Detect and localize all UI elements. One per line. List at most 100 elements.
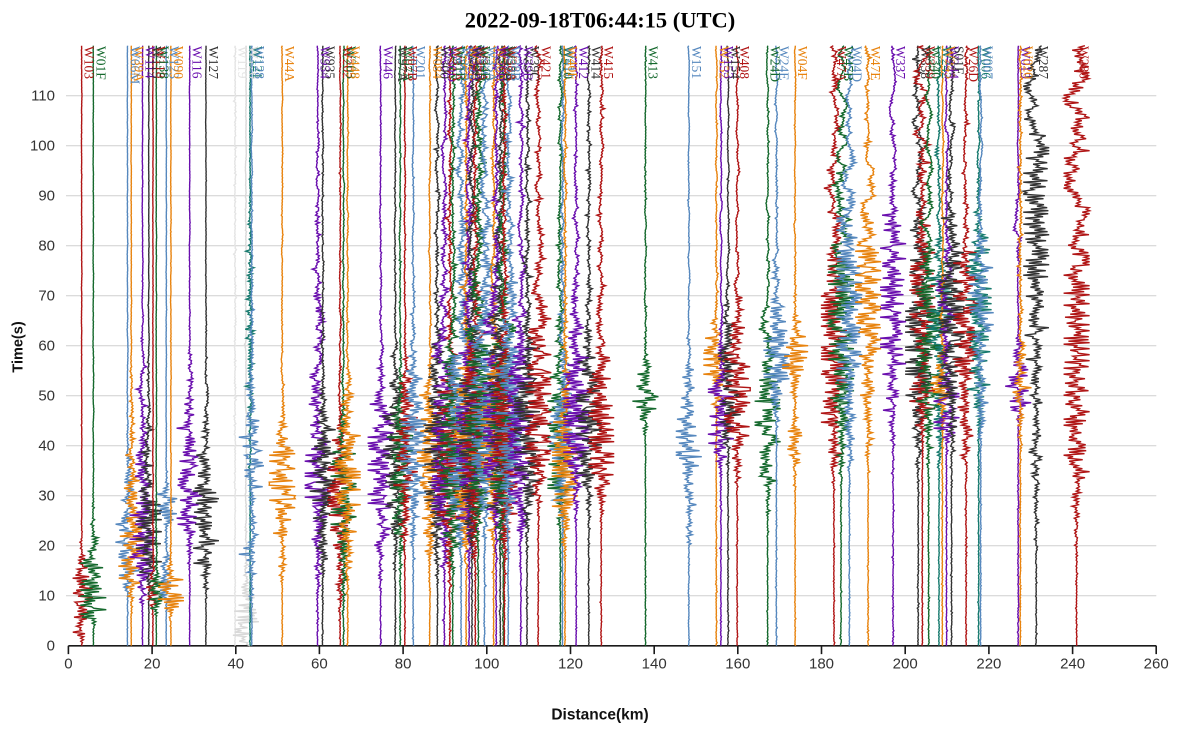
svg-text:Time(s): Time(s) bbox=[11, 321, 27, 372]
svg-text:W201: W201 bbox=[413, 46, 428, 79]
svg-text:W04D: W04D bbox=[849, 46, 864, 82]
svg-text:W115: W115 bbox=[149, 46, 164, 79]
svg-text:50: 50 bbox=[38, 388, 55, 405]
svg-text:W04F: W04F bbox=[795, 46, 810, 80]
svg-text:W412: W412 bbox=[576, 46, 591, 79]
svg-text:W121: W121 bbox=[250, 46, 265, 79]
svg-text:W243: W243 bbox=[942, 46, 957, 79]
svg-text:W138: W138 bbox=[156, 46, 171, 79]
svg-text:80: 80 bbox=[38, 238, 55, 255]
svg-text:40: 40 bbox=[38, 438, 55, 455]
svg-text:W36A: W36A bbox=[494, 46, 509, 82]
svg-text:30: 30 bbox=[38, 488, 55, 505]
svg-text:W300: W300 bbox=[437, 46, 452, 79]
svg-text:W242: W242 bbox=[939, 46, 954, 79]
svg-text:W090: W090 bbox=[171, 46, 186, 79]
svg-text:W39B: W39B bbox=[521, 46, 536, 81]
svg-text:W103: W103 bbox=[82, 46, 97, 79]
svg-text:140: 140 bbox=[642, 656, 667, 673]
svg-text:10: 10 bbox=[38, 588, 55, 605]
svg-text:W408: W408 bbox=[737, 46, 752, 79]
svg-text:W114: W114 bbox=[143, 46, 158, 79]
svg-text:0: 0 bbox=[64, 656, 72, 673]
svg-text:W24D: W24D bbox=[768, 46, 783, 82]
svg-text:W31B: W31B bbox=[453, 46, 468, 81]
svg-text:W421: W421 bbox=[538, 46, 553, 79]
svg-text:W337: W337 bbox=[893, 46, 908, 79]
svg-text:W411: W411 bbox=[562, 46, 577, 79]
svg-text:W26D: W26D bbox=[966, 46, 981, 82]
svg-text:W006: W006 bbox=[979, 46, 994, 79]
svg-text:W339: W339 bbox=[922, 46, 937, 79]
svg-text:W935: W935 bbox=[323, 46, 338, 79]
svg-text:W084: W084 bbox=[430, 46, 445, 79]
svg-text:W448: W448 bbox=[348, 46, 363, 79]
svg-text:0: 0 bbox=[47, 638, 55, 655]
svg-text:240: 240 bbox=[1060, 656, 1085, 673]
svg-text:90: 90 bbox=[38, 188, 55, 205]
svg-text:200: 200 bbox=[893, 656, 918, 673]
svg-text:260: 260 bbox=[1144, 656, 1169, 673]
svg-text:W020: W020 bbox=[1020, 46, 1035, 79]
svg-text:W154: W154 bbox=[728, 46, 743, 79]
svg-text:W35A: W35A bbox=[485, 46, 500, 82]
svg-text:110: 110 bbox=[31, 88, 55, 105]
svg-text:40: 40 bbox=[227, 656, 244, 673]
svg-text:W287: W287 bbox=[1036, 46, 1051, 79]
svg-text:W30D: W30D bbox=[444, 46, 459, 82]
svg-text:W47E: W47E bbox=[868, 46, 883, 81]
svg-text:W32B: W32B bbox=[466, 46, 481, 81]
svg-text:W38A: W38A bbox=[505, 46, 520, 82]
svg-text:Distance(km): Distance(km) bbox=[551, 707, 648, 724]
svg-text:W410: W410 bbox=[560, 46, 575, 79]
svg-text:W07B: W07B bbox=[405, 46, 420, 81]
svg-text:W415: W415 bbox=[601, 46, 616, 79]
svg-text:220: 220 bbox=[976, 656, 1001, 673]
svg-text:W118: W118 bbox=[153, 46, 168, 79]
svg-text:W47A: W47A bbox=[834, 46, 849, 82]
svg-text:100: 100 bbox=[30, 138, 55, 155]
svg-text:W019: W019 bbox=[1018, 46, 1033, 79]
svg-text:180: 180 bbox=[809, 656, 834, 673]
svg-text:100: 100 bbox=[474, 656, 499, 673]
svg-text:W47B: W47B bbox=[841, 46, 856, 81]
svg-text:W119: W119 bbox=[235, 46, 250, 79]
svg-text:W202: W202 bbox=[340, 46, 355, 79]
svg-text:W33A: W33A bbox=[469, 46, 484, 82]
svg-text:60: 60 bbox=[311, 656, 328, 673]
svg-text:W340: W340 bbox=[929, 46, 944, 79]
svg-text:W39A: W39A bbox=[131, 46, 146, 82]
svg-text:W152: W152 bbox=[716, 46, 731, 79]
svg-text:W34B: W34B bbox=[478, 46, 493, 81]
svg-text:160: 160 bbox=[725, 656, 750, 673]
svg-text:W244: W244 bbox=[947, 46, 962, 79]
svg-text:W34A: W34A bbox=[475, 46, 490, 82]
svg-text:60: 60 bbox=[38, 338, 55, 355]
svg-text:2022-09-18T06:44:15 (UTC): 2022-09-18T06:44:15 (UTC) bbox=[465, 8, 736, 33]
svg-text:W280: W280 bbox=[1077, 46, 1092, 79]
svg-text:20: 20 bbox=[38, 538, 55, 555]
svg-text:W37B: W37B bbox=[503, 46, 518, 81]
svg-text:W40F: W40F bbox=[565, 46, 580, 80]
svg-text:W31A: W31A bbox=[450, 46, 465, 82]
svg-text:W38B: W38B bbox=[508, 46, 523, 81]
svg-text:W414: W414 bbox=[589, 46, 604, 79]
svg-text:W413: W413 bbox=[645, 46, 660, 79]
svg-text:W446: W446 bbox=[381, 46, 396, 79]
svg-text:W116: W116 bbox=[190, 46, 205, 79]
svg-text:W01F: W01F bbox=[93, 46, 108, 80]
svg-text:W151: W151 bbox=[689, 46, 704, 79]
svg-text:20: 20 bbox=[144, 656, 161, 673]
svg-text:W934: W934 bbox=[318, 46, 333, 79]
svg-text:W007: W007 bbox=[981, 46, 996, 79]
svg-text:W123: W123 bbox=[166, 46, 181, 79]
svg-text:W44A: W44A bbox=[282, 46, 297, 82]
svg-text:W153: W153 bbox=[721, 46, 736, 79]
svg-text:W32A: W32A bbox=[461, 46, 476, 82]
svg-text:W203: W203 bbox=[344, 46, 359, 79]
svg-text:120: 120 bbox=[558, 656, 583, 673]
svg-text:W66M: W66M bbox=[128, 46, 143, 84]
svg-text:W120: W120 bbox=[246, 46, 261, 79]
svg-text:W128: W128 bbox=[252, 46, 267, 79]
svg-text:W127: W127 bbox=[206, 46, 221, 79]
